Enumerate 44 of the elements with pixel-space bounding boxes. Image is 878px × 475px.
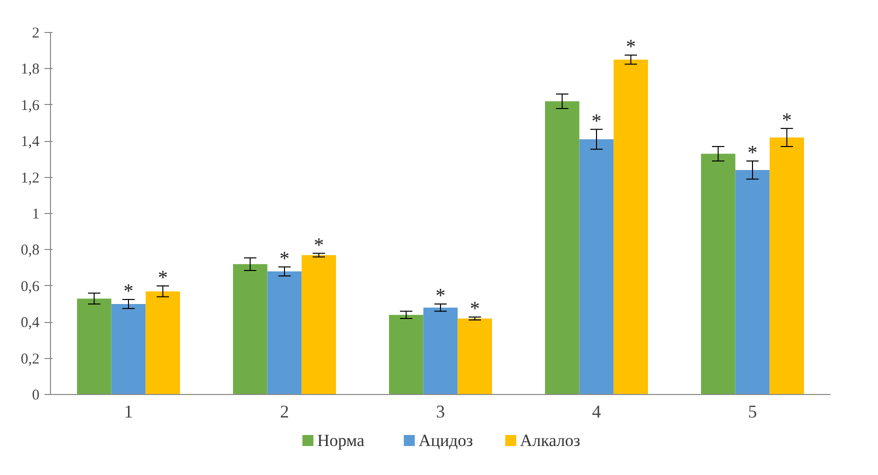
y-tick-label: 1,6: [20, 98, 40, 114]
y-tick-label: 1,2: [20, 170, 40, 186]
y-tick-label: 2: [32, 26, 40, 42]
bar: [389, 314, 424, 394]
y-tick-label: 1,4: [20, 134, 40, 150]
bar: [233, 264, 268, 394]
legend-label: Норма: [317, 431, 365, 450]
annotation: *: [436, 285, 446, 307]
annotation: *: [314, 234, 324, 256]
y-tick-label: 1,8: [20, 62, 40, 78]
bar: [146, 291, 180, 394]
annotation: *: [592, 110, 602, 132]
bar: [579, 139, 614, 394]
annotation: *: [158, 266, 168, 289]
y-tick-label: 0,2: [20, 351, 40, 368]
x-tick-label: 1: [124, 402, 133, 422]
bar: [111, 304, 146, 394]
annotation: *: [626, 36, 636, 58]
legend-label: Алкалоз: [520, 431, 580, 450]
x-tick-label: 3: [436, 402, 445, 422]
bar: [614, 60, 648, 394]
annotation: *: [124, 280, 134, 302]
annotation: *: [748, 142, 758, 164]
annotation: *: [280, 248, 290, 270]
bar: [77, 298, 112, 394]
bar: [458, 318, 492, 394]
x-tick-label: 4: [592, 402, 601, 422]
x-tick-label: 2: [280, 402, 289, 422]
y-tick-label: 0,4: [20, 315, 40, 332]
y-tick-label: 0,8: [20, 242, 40, 259]
bar: [735, 170, 770, 394]
annotation: *: [782, 109, 792, 132]
bar: [423, 308, 458, 394]
bar: [267, 271, 302, 394]
y-tick-label: 1: [32, 206, 40, 222]
legend-label: Ацидоз: [418, 431, 474, 450]
bar: [302, 255, 336, 394]
y-tick-label: 0: [32, 388, 40, 404]
bar: [770, 137, 804, 394]
annotation: *: [470, 298, 480, 320]
y-tick-label: 0,6: [20, 278, 40, 295]
x-tick-label: 5: [748, 402, 757, 422]
bar: [545, 101, 580, 394]
bar: [701, 154, 736, 394]
